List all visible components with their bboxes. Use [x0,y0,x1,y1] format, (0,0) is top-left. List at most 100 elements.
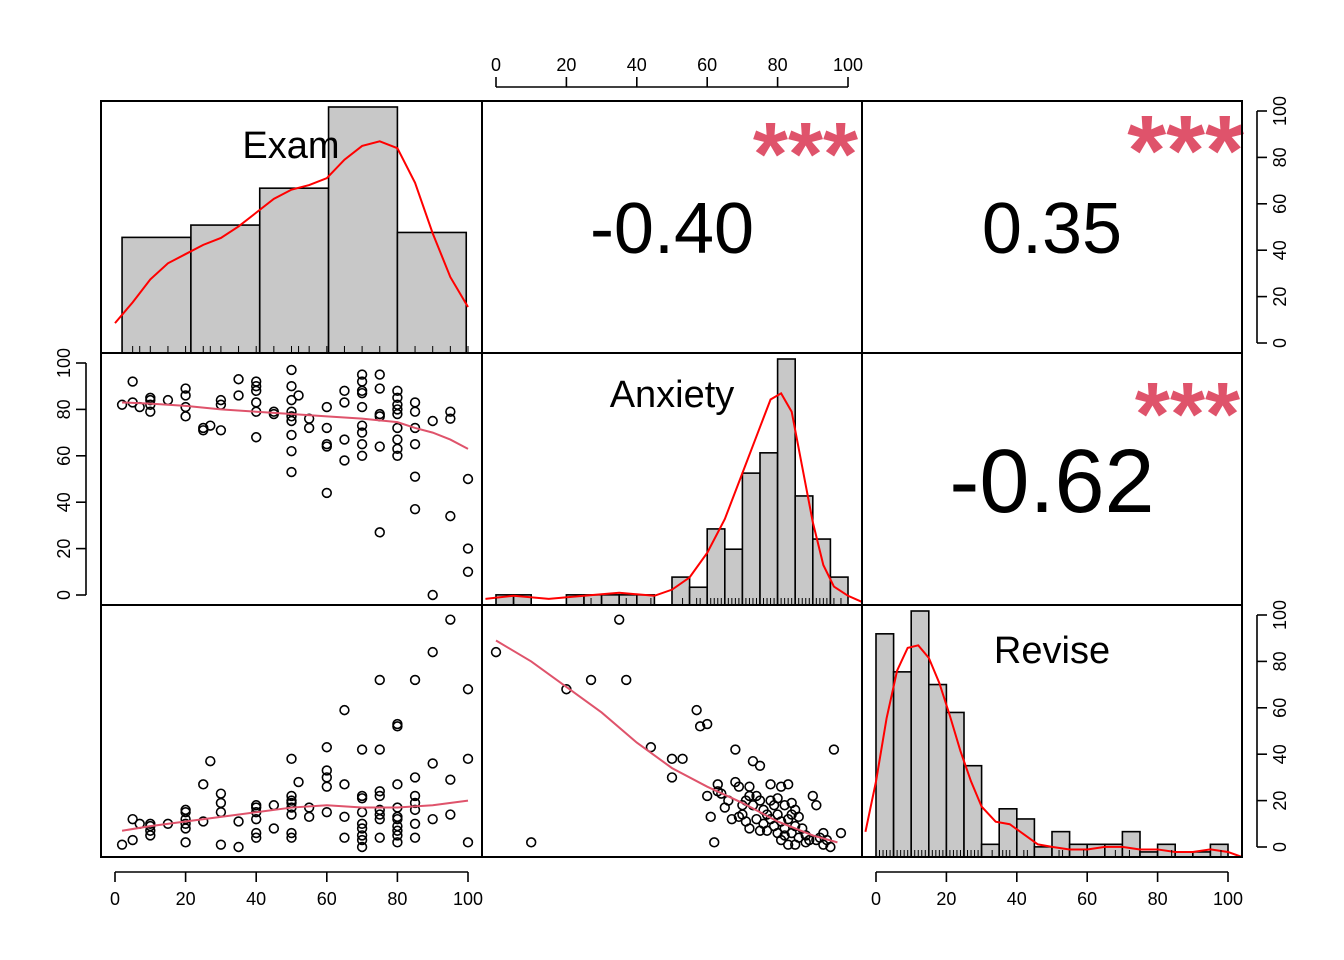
scatter-point [321,439,332,450]
scatter-point [356,420,368,431]
scatter-point [286,466,297,478]
histogram-bar-exam [396,231,468,354]
scatter-point [490,646,502,658]
scatter-point [356,450,368,461]
scatter-point [356,823,368,834]
scatter-point [321,422,332,434]
scatter-point [374,441,385,452]
tick-label: 60 [317,889,337,909]
tick-label: 40 [627,55,647,75]
histogram-bar-revise [1086,843,1106,858]
density-curve-exam [114,140,469,324]
histogram-bar-anxiety [600,594,620,606]
scatter-point [374,674,385,686]
scatter-point [356,818,368,829]
scatter-point [744,781,755,792]
scatter-point [392,399,403,410]
scatter-point [585,674,597,686]
panel-border [861,604,1243,858]
scatter-point [339,704,350,716]
histogram-bar-revise [998,808,1018,858]
scatter-point [268,823,280,834]
scatter-point [339,832,350,843]
scatter-point [779,800,790,811]
scatter-point [162,394,174,406]
scatter-point [356,439,368,450]
scatter-point [286,795,297,806]
scatter-point [251,813,262,825]
scatter-point [321,765,332,776]
scatter-point [303,811,315,823]
scatter-point [180,390,191,401]
scatter-point [462,753,474,765]
scatter-point [761,825,773,836]
scatter-point [286,394,297,406]
correlation-value: 0.35 [982,189,1122,269]
scatter-point [709,837,720,848]
scatter-point [726,813,738,825]
scatter-point [835,827,847,839]
scatter-point [811,800,822,811]
scatter-point [392,825,403,836]
tick-label: 100 [453,889,483,909]
tick-label: 80 [1270,147,1290,167]
scatter-point [807,790,818,802]
scatter-point [374,790,385,802]
scatter-point [356,841,368,853]
scatter-point [772,793,783,804]
scatter-point [374,527,385,538]
histogram-bar-revise [875,633,895,858]
tick-label: 100 [833,55,863,75]
tick-label: 40 [1270,240,1290,260]
scatter-point [286,411,297,422]
scatter-point [409,772,421,783]
tick-label: 0 [1270,842,1290,852]
scatter-point [198,779,209,790]
scatter-point [215,394,227,406]
scatter-point [127,813,138,825]
scatter-point [286,364,297,376]
scatter-point [145,392,156,403]
scatter-point [392,404,403,415]
scatter-point [701,718,713,730]
scatter-point [303,422,315,434]
density-curve-revise [864,644,1243,858]
scatter-point [339,455,350,466]
scatter-point [233,374,244,385]
scatter-point [215,797,227,809]
scatter-point [205,755,216,767]
tick-label: 100 [1213,889,1243,909]
scatter-point [374,804,385,816]
scatter-point [215,425,227,436]
scatter-point [286,406,297,417]
scatter-point [180,383,191,394]
scatter-point [198,422,209,434]
panel-border [481,604,863,858]
scatter-point [392,718,403,730]
scatter-point [751,813,762,825]
variable-label-exam: Exam [242,125,339,167]
histogram-bar-anxiety [671,576,691,606]
scatter-point [321,806,332,818]
scatter-point [409,790,421,802]
scatter-point [392,450,403,461]
histogram-bar-exam [190,224,261,354]
histogram-bar-revise [963,764,983,858]
scatter-point [462,837,474,848]
scatter-point [251,432,262,443]
scatter-point [409,422,421,434]
histogram-bar-anxiety [723,548,744,606]
scatter-point [293,390,304,401]
scatter-point [409,397,421,408]
scatter-point [677,753,688,765]
scatter-point [733,781,745,792]
variable-label-revise: Revise [994,630,1110,672]
tick-label: 20 [176,889,196,909]
scatter-point [754,760,766,771]
scatter-point [198,816,209,827]
scatter-point [286,445,297,457]
significance-stars: *** [1127,95,1244,207]
tick-label: 80 [387,889,407,909]
scatter-point [779,830,790,841]
